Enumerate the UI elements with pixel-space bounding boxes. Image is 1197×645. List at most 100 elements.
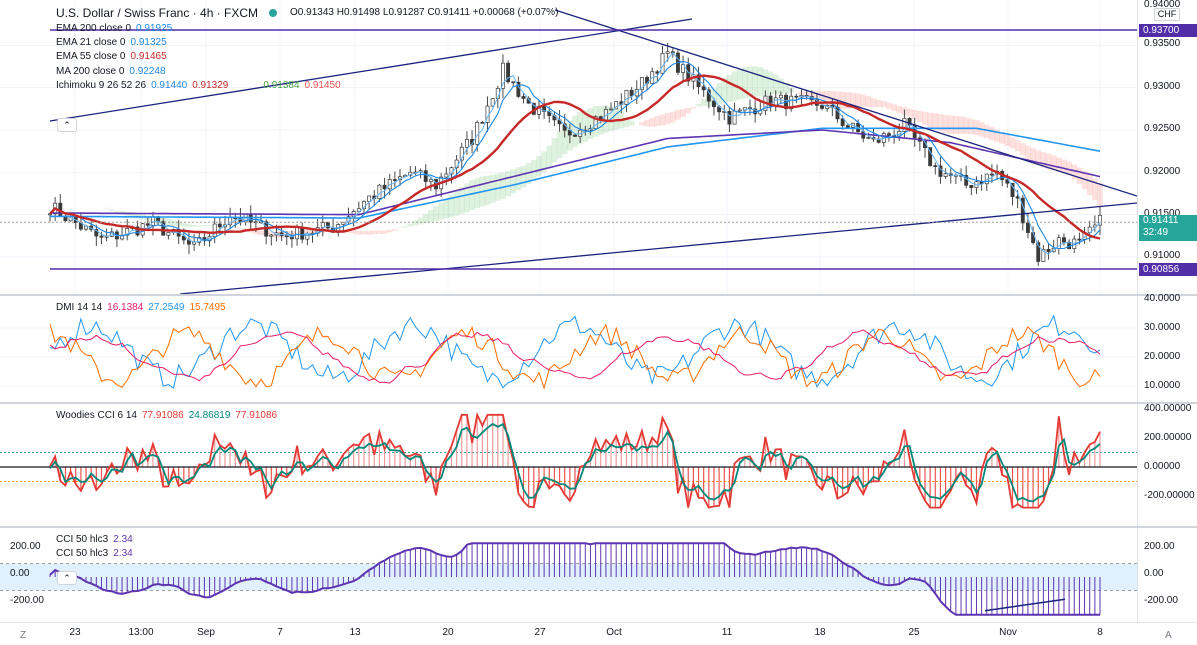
candle-body <box>933 165 938 167</box>
currency-label[interactable]: CHF <box>1154 8 1180 21</box>
candle-body <box>969 184 974 189</box>
candle-body <box>269 234 274 237</box>
candle-body <box>377 184 382 199</box>
cci50-chart[interactable] <box>0 528 1137 622</box>
price-chart[interactable] <box>0 0 1137 294</box>
candle-body <box>840 118 845 126</box>
time-axis-label: 13 <box>349 627 361 638</box>
candle-body <box>94 229 99 237</box>
axis-tick-label: 200.00000 <box>1144 432 1192 443</box>
dmi-pane[interactable]: DMI 14 14 16.1384 27.2549 15.7495 <box>0 296 1137 402</box>
axis-tick-label: 0.93500 <box>1144 38 1181 49</box>
indicator-value: 0.92248 <box>129 65 166 77</box>
pane-separator[interactable] <box>0 526 1197 528</box>
axis-tick-label: 200.00 <box>10 541 41 552</box>
price-pane[interactable]: U.S. Dollar / Swiss Franc · 4h · FXCM O0… <box>0 0 1137 294</box>
candle-body <box>444 173 449 178</box>
symbol-title[interactable]: U.S. Dollar / Swiss Franc · 4h · FXCM <box>56 6 259 20</box>
main-legend-row[interactable]: EMA 200 close 0 0.91925 <box>56 22 558 36</box>
axis-tick-label: 0.92000 <box>1144 166 1181 177</box>
pane-separator[interactable] <box>0 294 1197 296</box>
axis-tick-label: 0.00 <box>1144 568 1164 579</box>
cci-fast-line <box>49 411 1101 510</box>
axis-tick-label: 10.0000 <box>1144 380 1181 391</box>
price-tag-top: 0.93700 <box>1139 24 1197 37</box>
candle-body <box>1098 214 1102 226</box>
candle-body <box>521 96 526 99</box>
axis-tick-label: 20.0000 <box>1144 351 1181 362</box>
candle-body <box>573 134 577 137</box>
candle-body <box>665 51 670 54</box>
axis-tick-label: -200.00 <box>10 595 44 606</box>
time-axis-label: 8 <box>1097 627 1103 638</box>
candle-body <box>639 77 644 90</box>
axis-tick-label: 0.00000 <box>1144 461 1181 472</box>
dmi-legend[interactable]: DMI 14 14 16.1384 27.2549 15.7495 <box>56 302 226 314</box>
cci50-pane[interactable]: CCI 50 hlc3 2.34 CCI 50 hlc3 2.34 ⌃ 200.… <box>0 528 1137 622</box>
woodies-cci-axis[interactable]: 400.00000 200.00000 0.00000 -200.00000 <box>1137 403 1197 526</box>
candle-body <box>197 237 202 243</box>
candle-body <box>609 108 613 111</box>
cci50-legend[interactable]: CCI 50 hlc3 2.34 CCI 50 hlc3 2.34 <box>56 534 133 560</box>
candle-body <box>248 214 253 223</box>
zoom-reset-button[interactable]: Z <box>20 630 27 641</box>
ema200-line <box>50 129 1101 216</box>
axis-tick-label: 0.91000 <box>1144 250 1181 261</box>
axis-tick-label: 400.00000 <box>1144 403 1192 414</box>
collapse-legend-button[interactable]: ⌃ <box>57 571 77 585</box>
upper-trendline <box>49 18 693 122</box>
time-axis[interactable] <box>0 622 1197 645</box>
candle-body <box>681 64 686 73</box>
candle-body <box>516 81 521 97</box>
candle-body <box>876 138 881 143</box>
candle-body <box>706 89 711 102</box>
candle-body <box>284 235 289 238</box>
candle-body <box>367 195 372 202</box>
woodies-cci-pane[interactable]: Woodies CCI 6 14 77.91086 24.86819 77.91… <box>0 404 1137 526</box>
candle-body <box>634 89 639 97</box>
dmi-axis[interactable]: 40.0000 30.0000 20.0000 10.0000 <box>1137 293 1197 402</box>
main-legend-row[interactable]: EMA 55 close 0 0.91465 <box>56 50 558 64</box>
time-axis-label: 20 <box>442 627 454 638</box>
candle-body <box>712 100 716 108</box>
indicator-name: EMA 21 close 0 <box>56 37 126 49</box>
cci-slow-line <box>49 422 1101 503</box>
candle-body <box>511 81 516 84</box>
last-price-tag: 0.91411 32:49 <box>1139 215 1197 241</box>
time-axis-label: Sep <box>197 627 215 638</box>
auto-scale-button[interactable]: A <box>1165 630 1172 641</box>
candle-body <box>341 221 346 225</box>
ema55-line <box>49 74 1101 240</box>
candle-body <box>480 121 485 124</box>
candle-body <box>778 94 783 99</box>
plus-di-line <box>49 314 1101 389</box>
dmi-chart[interactable] <box>0 296 1137 402</box>
candle-body <box>428 178 433 182</box>
divergence-trendline <box>984 598 1066 612</box>
candle-body <box>542 106 547 112</box>
time-axis-label: 18 <box>814 627 826 638</box>
minus-di-line <box>49 323 1101 390</box>
candle-body <box>109 231 114 237</box>
ichimoku-legend[interactable]: Ichimoku 9 26 52 26 0.91440 0.91329 0.91… <box>56 79 341 91</box>
main-legend-row[interactable]: EMA 21 close 0 0.91325 <box>56 36 558 50</box>
woodies-cci-chart[interactable] <box>0 404 1137 526</box>
cci50-axis[interactable]: 200.00 0.00 -200.00 <box>1137 528 1197 622</box>
main-legend-row[interactable]: MA 200 close 0 0.92248 <box>56 65 558 79</box>
candle-body <box>1046 249 1051 253</box>
pane-separator[interactable] <box>0 402 1197 404</box>
candle-body <box>325 222 330 229</box>
indicator-value: 0.91325 <box>130 37 167 49</box>
price-axis[interactable]: CHF 0.94000 0.93500 0.93000 0.92500 0.92000 0… <box>1137 0 1197 294</box>
adx-line <box>49 329 1101 384</box>
candle-body <box>392 179 397 181</box>
candle-body <box>794 95 799 98</box>
candle-body <box>295 226 300 240</box>
woodies-cci-legend[interactable]: Woodies CCI 6 14 77.91086 24.86819 77.91… <box>56 410 278 422</box>
candle-body <box>727 111 732 125</box>
collapse-legend-button[interactable]: ⌃ <box>57 118 77 132</box>
candle-body <box>732 110 737 125</box>
candle-body <box>1025 222 1030 233</box>
candle-body <box>1062 237 1066 243</box>
candle-body <box>902 118 907 132</box>
